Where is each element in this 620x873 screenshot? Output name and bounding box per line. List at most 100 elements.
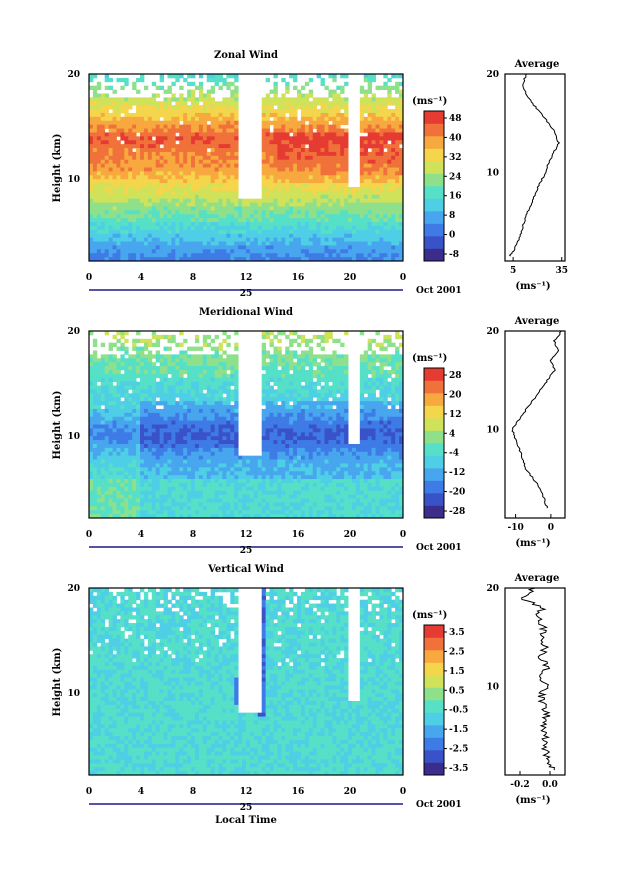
- zonal-heatmap-cell: [226, 167, 231, 172]
- zonal-heatmap-cell: [104, 116, 110, 122]
- zonal-heatmap-cell: [332, 218, 337, 223]
- meridional-heatmap-cell: [230, 416, 235, 422]
- zonal-heatmap-cell: [359, 167, 365, 172]
- meridional-heatmap-cell: [202, 479, 208, 484]
- meridional-heatmap-cell: [218, 479, 223, 484]
- meridional-heatmap-cell: [214, 346, 219, 351]
- meridional-heatmap-cell: [100, 451, 106, 457]
- zonal-heatmap-cell: [96, 202, 102, 207]
- meridional-heatmap-cell: [108, 405, 113, 410]
- meridional-heatmap-cell: [151, 490, 157, 496]
- meridional-heatmap-cell: [226, 405, 231, 410]
- zonal-heatmap-cell: [108, 171, 113, 176]
- zonal-heatmap-cell: [379, 214, 384, 219]
- meridional-heatmap-cell: [92, 405, 98, 410]
- zonal-heatmap-cell: [171, 124, 176, 129]
- meridional-heatmap-cell: [100, 506, 106, 511]
- zonal-heatmap-cell: [273, 229, 278, 235]
- zonal-heatmap-cell: [285, 214, 290, 219]
- meridional-heatmap-cell: [108, 494, 113, 499]
- zonal-heatmap-cell: [124, 105, 129, 110]
- meridional-heatmap-cell: [214, 475, 219, 480]
- meridional-heatmap-cell: [96, 358, 102, 363]
- meridional-heatmap-cell: [222, 401, 227, 406]
- zonal-heatmap-cell: [359, 120, 365, 126]
- zonal-heatmap-cell: [336, 229, 341, 235]
- zonal-heatmap-cell: [281, 175, 286, 180]
- meridional-heatmap-cell: [234, 459, 239, 464]
- meridional-heatmap-cell: [104, 397, 110, 402]
- zonal-heatmap-cell: [128, 229, 133, 235]
- meridional-heatmap-cell: [108, 447, 113, 453]
- meridional-heatmap-cell: [206, 502, 212, 507]
- zonal-heatmap-cell: [147, 198, 153, 203]
- zonal-heatmap-cell: [100, 167, 106, 172]
- zonal-heatmap-cell: [375, 97, 380, 102]
- zonal-heatmap-cell: [344, 151, 349, 157]
- zonal-heatmap-cell: [128, 249, 133, 254]
- zonal-heatmap-cell: [159, 233, 164, 239]
- meridional-heatmap-cell: [183, 436, 188, 441]
- zonal-heatmap-cell: [355, 198, 361, 203]
- zonal-ylabel: Height (km): [52, 134, 63, 203]
- zonal-heatmap-cell: [246, 214, 251, 219]
- zonal-heatmap-cell: [273, 159, 278, 165]
- zonal-heatmap-cell: [320, 241, 325, 246]
- zonal-heatmap-cell: [140, 194, 145, 200]
- zonal-heatmap-cell: [132, 214, 137, 219]
- zonal-heatmap-cell: [136, 253, 141, 258]
- meridional-heatmap-cell: [179, 420, 184, 425]
- zonal-heatmap-cell: [312, 198, 318, 203]
- meridional-heatmap-cell: [147, 471, 153, 476]
- zonal-heatmap-cell: [234, 183, 239, 188]
- zonal-heatmap-cell: [371, 167, 376, 172]
- zonal-heatmap-cell: [238, 206, 243, 211]
- zonal-heatmap-cell: [116, 214, 121, 219]
- zonal-heatmap-cell: [285, 159, 290, 165]
- meridional-heatmap-cell: [191, 436, 196, 441]
- zonal-heatmap-cell: [155, 171, 161, 176]
- zonal-heatmap-cell: [116, 245, 121, 250]
- zonal-heatmap-cell: [104, 159, 110, 165]
- meridional-heatmap-cell: [206, 412, 212, 418]
- meridional-heatmap-cell: [89, 467, 94, 472]
- zonal-heatmap-cell: [96, 167, 102, 172]
- zonal-heatmap-cell: [336, 190, 341, 196]
- zonal-heatmap-cell: [371, 77, 376, 83]
- zonal-heatmap-cell: [253, 225, 259, 231]
- zonal-heatmap-cell: [226, 225, 231, 231]
- zonal-heatmap-cell: [285, 241, 290, 246]
- meridional-heatmap-cell: [198, 354, 204, 359]
- zonal-heatmap-cell: [104, 124, 110, 129]
- zonal-heatmap-cell: [355, 257, 361, 262]
- zonal-heatmap-cell: [218, 167, 223, 172]
- zonal-heatmap-cell: [140, 179, 145, 184]
- zonal-heatmap-cell: [112, 144, 117, 149]
- zonal-heatmap-cell: [281, 225, 286, 231]
- zonal-heatmap-cell: [167, 89, 172, 94]
- meridional-heatmap-cell: [151, 459, 157, 464]
- zonal-heatmap-cell: [112, 257, 117, 262]
- zonal-heatmap-cell: [340, 105, 345, 110]
- meridional-heatmap-cell: [230, 459, 235, 464]
- meridional-heatmap-cell: [120, 373, 125, 379]
- zonal-heatmap-cell: [183, 190, 188, 196]
- zonal-heatmap-cell: [324, 210, 329, 215]
- zonal-heatmap-cell: [163, 229, 168, 235]
- zonal-heatmap-cell: [163, 140, 168, 145]
- zonal-heatmap-cell: [89, 257, 94, 262]
- zonal-heatmap-cell: [379, 245, 384, 250]
- zonal-heatmap-cell: [300, 101, 306, 106]
- meridional-heatmap-cell: [104, 455, 110, 460]
- zonal-heatmap-cell: [332, 194, 337, 200]
- zonal-heatmap-cell: [289, 175, 294, 180]
- zonal-heatmap-cell: [214, 112, 219, 118]
- meridional-heatmap-cell: [155, 350, 161, 355]
- zonal-heatmap-cell: [132, 229, 137, 235]
- meridional-heatmap-cell: [100, 401, 106, 406]
- meridional-heatmap-cell: [230, 475, 235, 480]
- zonal-heatmap-cell: [92, 253, 98, 258]
- zonal-heatmap-cell: [202, 233, 208, 239]
- zonal-heatmap-cell: [324, 97, 329, 102]
- meridional-heatmap-cell: [218, 455, 223, 460]
